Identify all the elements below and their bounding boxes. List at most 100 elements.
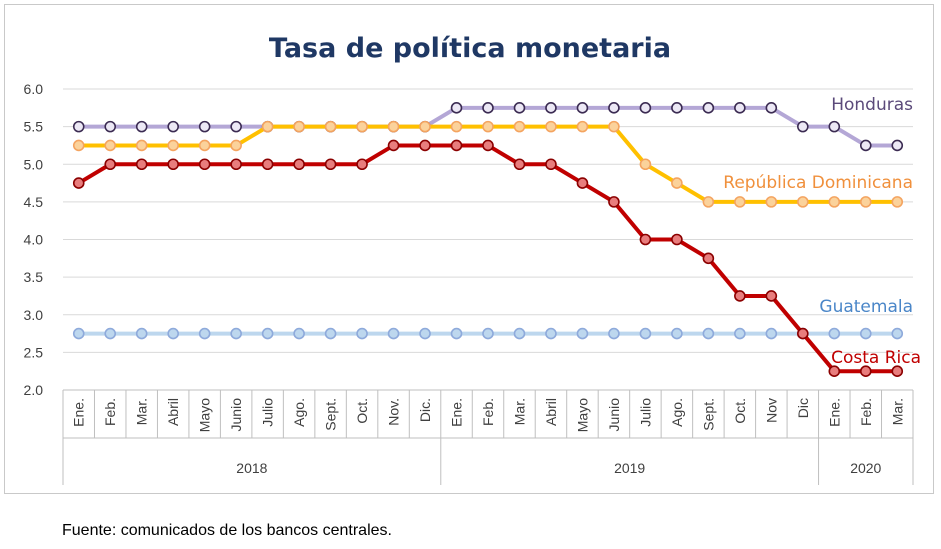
data-point-guatemala — [324, 327, 337, 340]
data-point-guatemala — [482, 327, 494, 340]
x-axis-ticks: Ene. Feb. Mar. Abril Mayo Junio Julio Ago. Sept.… — [71, 398, 906, 476]
x-tick-label: Ago. — [291, 398, 307, 427]
data-point-guatemala — [104, 327, 117, 340]
data-point-honduras — [450, 102, 463, 114]
y-tick-label: 5.0 — [24, 156, 44, 172]
data-point-republica-dominicana — [198, 139, 211, 152]
data-point-republica-dominicana — [387, 120, 400, 133]
x-tick-label: Abril — [543, 398, 559, 426]
data-point-costa-rica — [293, 158, 305, 171]
y-tick-label: 3.5 — [24, 269, 44, 285]
data-point-costa-rica — [198, 158, 211, 171]
data-point-costa-rica — [608, 196, 620, 208]
data-point-republica-dominicana — [261, 120, 274, 133]
x-tick-label: Ene. — [826, 398, 842, 427]
data-point-honduras — [545, 102, 557, 114]
x-tick-label: Ene. — [71, 398, 87, 427]
data-point-costa-rica — [671, 233, 683, 246]
y-tick-label: 6.0 — [24, 81, 44, 97]
x-tick-label: Oct. — [354, 398, 370, 424]
source-note: Fuente: comunicados de los bancos centra… — [62, 522, 392, 539]
data-point-honduras — [639, 102, 652, 114]
data-point-republica-dominicana — [513, 120, 526, 133]
data-point-republica-dominicana — [104, 139, 117, 152]
data-point-republica-dominicana — [230, 139, 242, 152]
data-point-guatemala — [261, 327, 274, 340]
x-tick-label: Ago. — [669, 398, 685, 427]
x-tick-label: Feb. — [480, 398, 496, 426]
y-tick-label: 4.5 — [24, 194, 44, 210]
data-point-honduras — [765, 102, 778, 114]
data-point-guatemala — [419, 327, 431, 340]
data-point-costa-rica — [387, 139, 400, 152]
data-point-honduras — [859, 139, 872, 152]
data-point-costa-rica — [734, 290, 746, 302]
chart-frame: Tasa de política monetaria 6.0 5.5 5.0 4.5 4… — [4, 4, 934, 494]
data-point-honduras — [734, 102, 746, 114]
series-label-costa-rica: Costa Rica — [831, 348, 921, 368]
data-point-costa-rica — [135, 158, 148, 171]
data-point-republica-dominicana — [356, 120, 368, 133]
year-label: 2020 — [850, 460, 881, 476]
data-point-costa-rica — [356, 158, 368, 171]
x-tick-label: Sept. — [700, 398, 716, 431]
data-point-republica-dominicana — [734, 196, 746, 208]
data-point-honduras — [167, 120, 179, 133]
data-point-guatemala — [513, 327, 526, 340]
data-point-costa-rica — [419, 139, 431, 152]
data-point-guatemala — [450, 327, 463, 340]
x-tick-label: Sept. — [323, 398, 339, 431]
data-point-honduras — [576, 102, 589, 114]
data-point-republica-dominicana — [828, 196, 841, 208]
y-axis-ticks: 6.0 5.5 5.0 4.5 4.0 3.5 3.0 2.5 2.0 — [24, 81, 44, 398]
data-point-republica-dominicana — [639, 158, 652, 171]
x-tick-label: Abril — [165, 398, 181, 426]
data-point-costa-rica — [482, 139, 494, 152]
data-point-costa-rica — [324, 158, 337, 171]
x-tick-label: Dic — [795, 398, 811, 418]
data-point-republica-dominicana — [576, 120, 589, 133]
data-point-guatemala — [639, 327, 652, 340]
data-point-republica-dominicana — [891, 196, 904, 208]
data-point-honduras — [702, 102, 715, 114]
data-point-honduras — [198, 120, 211, 133]
year-label: 2018 — [236, 460, 267, 476]
data-point-honduras — [828, 120, 841, 133]
data-point-republica-dominicana — [135, 139, 148, 152]
series-label-guatemala: Guatemala — [819, 297, 913, 317]
x-tick-label: Junio — [228, 398, 244, 432]
data-point-guatemala — [859, 327, 872, 340]
data-point-costa-rica — [891, 365, 904, 377]
data-point-honduras — [230, 120, 242, 133]
data-point-guatemala — [608, 327, 620, 340]
x-tick-label: Julio — [637, 398, 653, 427]
data-point-costa-rica — [261, 158, 274, 171]
y-tick-label: 3.0 — [24, 307, 44, 323]
data-point-republica-dominicana — [859, 196, 872, 208]
data-point-costa-rica — [513, 158, 526, 171]
x-tick-label: Ene. — [449, 398, 465, 427]
data-point-honduras — [135, 120, 148, 133]
data-point-guatemala — [702, 327, 715, 340]
y-tick-label: 5.5 — [24, 119, 44, 135]
data-point-guatemala — [72, 327, 85, 340]
x-tick-label: Mar. — [511, 398, 527, 425]
y-tick-label: 4.0 — [24, 232, 44, 248]
data-point-guatemala — [230, 327, 242, 340]
data-point-republica-dominicana — [324, 120, 337, 133]
series-labels: Guatemala Honduras República Dominicana Cos… — [723, 95, 921, 368]
series-label-republica-dominicana: República Dominicana — [723, 173, 913, 193]
data-point-republica-dominicana — [545, 120, 557, 133]
data-point-guatemala — [891, 327, 904, 340]
data-point-costa-rica — [828, 365, 841, 377]
x-tick-label: Mayo — [574, 398, 590, 432]
data-point-republica-dominicana — [167, 139, 179, 152]
x-tick-label: Mayo — [197, 398, 213, 432]
data-point-guatemala — [167, 327, 179, 340]
x-tick-label: Mar. — [134, 398, 150, 425]
data-point-costa-rica — [167, 158, 179, 171]
series-label-honduras: Honduras — [831, 95, 913, 115]
x-tick-label: Nov. — [386, 398, 402, 426]
data-point-honduras — [72, 120, 85, 133]
data-point-costa-rica — [545, 158, 557, 171]
